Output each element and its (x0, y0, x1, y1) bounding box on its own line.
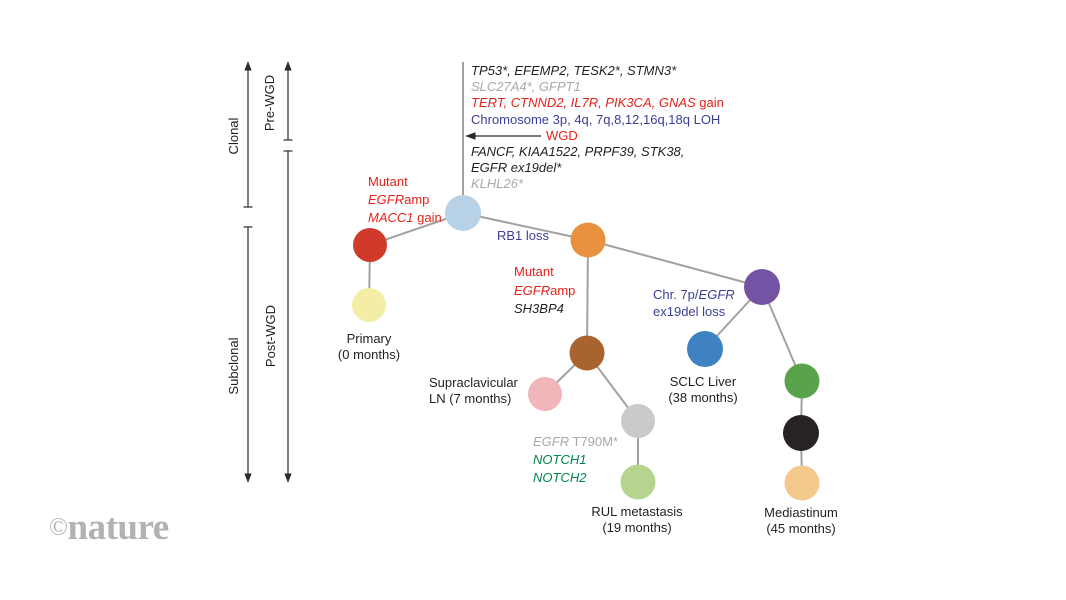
post-wgd-range-arrow (283, 150, 293, 483)
node-sclc-liver (687, 331, 723, 367)
label-macc1-gain: Mutant EGFRamp MACC1 gain (368, 174, 442, 225)
label-chr7p-loss: Chr. 7p/EGFR ex19del loss (653, 287, 735, 319)
label-sclc-liver: SCLC Liver (38 months) (668, 374, 738, 405)
scale-bars (243, 61, 293, 483)
trunk-annotations: TP53*, EFEMP2, TESK2*, STMN3* SLC27A4*, … (471, 63, 724, 193)
label-subclonal: Subclonal (226, 337, 241, 395)
node-rb1-subclone (570, 222, 606, 258)
copyright-icon: © (49, 514, 68, 541)
node-rul-metastasis (620, 464, 656, 500)
nature-watermark: ©nature (49, 506, 169, 549)
label-primary: Primary (0 months) (337, 331, 401, 362)
label-sh3bp4: Mutant EGFRamp SH3BP4 (514, 264, 576, 316)
node-mediastinum (784, 465, 820, 501)
label-mediastinum: Mediastinum (45 months) (764, 505, 838, 536)
label-rb1-loss: RB1 loss (497, 228, 550, 243)
pre-wgd-range-arrow (283, 61, 293, 141)
label-pre-wgd: Pre-WGD (262, 74, 277, 132)
wgd-label: WGD (546, 127, 578, 143)
trunk-line-1: TP53*, EFEMP2, TESK2*, STMN3* (471, 63, 677, 78)
trunk-line-7: KLHL26* (471, 176, 524, 192)
wgd-arrow (465, 132, 541, 140)
node-chr7p-subclone (744, 269, 780, 305)
node-primary-branch (353, 228, 387, 262)
node-mediastinum-mid (783, 415, 819, 451)
subclonal-range-arrow (243, 226, 253, 483)
clonal-range-arrow (243, 61, 253, 208)
trunk-line-5: FANCF, KIAA1522, PRPF39, STK38, (471, 144, 685, 160)
nature-logo-text: nature (67, 507, 170, 548)
trunk-line-4: Chromosome 3p, 4q, 7q,8,12,16q,18q LOH (471, 111, 721, 127)
node-mediastinum-branch (784, 363, 820, 399)
label-clonal: Clonal (226, 117, 241, 155)
trunk-line-3: TERT, CTNND2, IL7R, PIK3CA, GNAS gain (471, 95, 724, 111)
tree-edge (586, 239, 589, 354)
label-rul-metastasis: RUL metastasis (19 months) (591, 504, 683, 535)
node-truncal (445, 195, 481, 231)
tree-nodes (352, 195, 820, 501)
tree-edge (587, 239, 763, 288)
trunk-line-2: SLC27A4*, GFPT1 (471, 79, 581, 95)
label-supraclavicular: Supraclavicular LN (7 months) (429, 375, 518, 406)
label-t790m-notch: EGFR T790M* NOTCH1 NOTCH2 (533, 434, 619, 485)
node-primary (352, 288, 386, 322)
node-t790m-subclone (621, 404, 655, 438)
wgd-row: WGD (471, 128, 724, 144)
node-supraclavicular (528, 377, 562, 411)
trunk-line-6: EGFR ex19del* (471, 160, 562, 176)
label-post-wgd: Post-WGD (263, 304, 278, 368)
tree-edge (462, 212, 589, 241)
node-sh3bp4-subclone (569, 335, 605, 371)
